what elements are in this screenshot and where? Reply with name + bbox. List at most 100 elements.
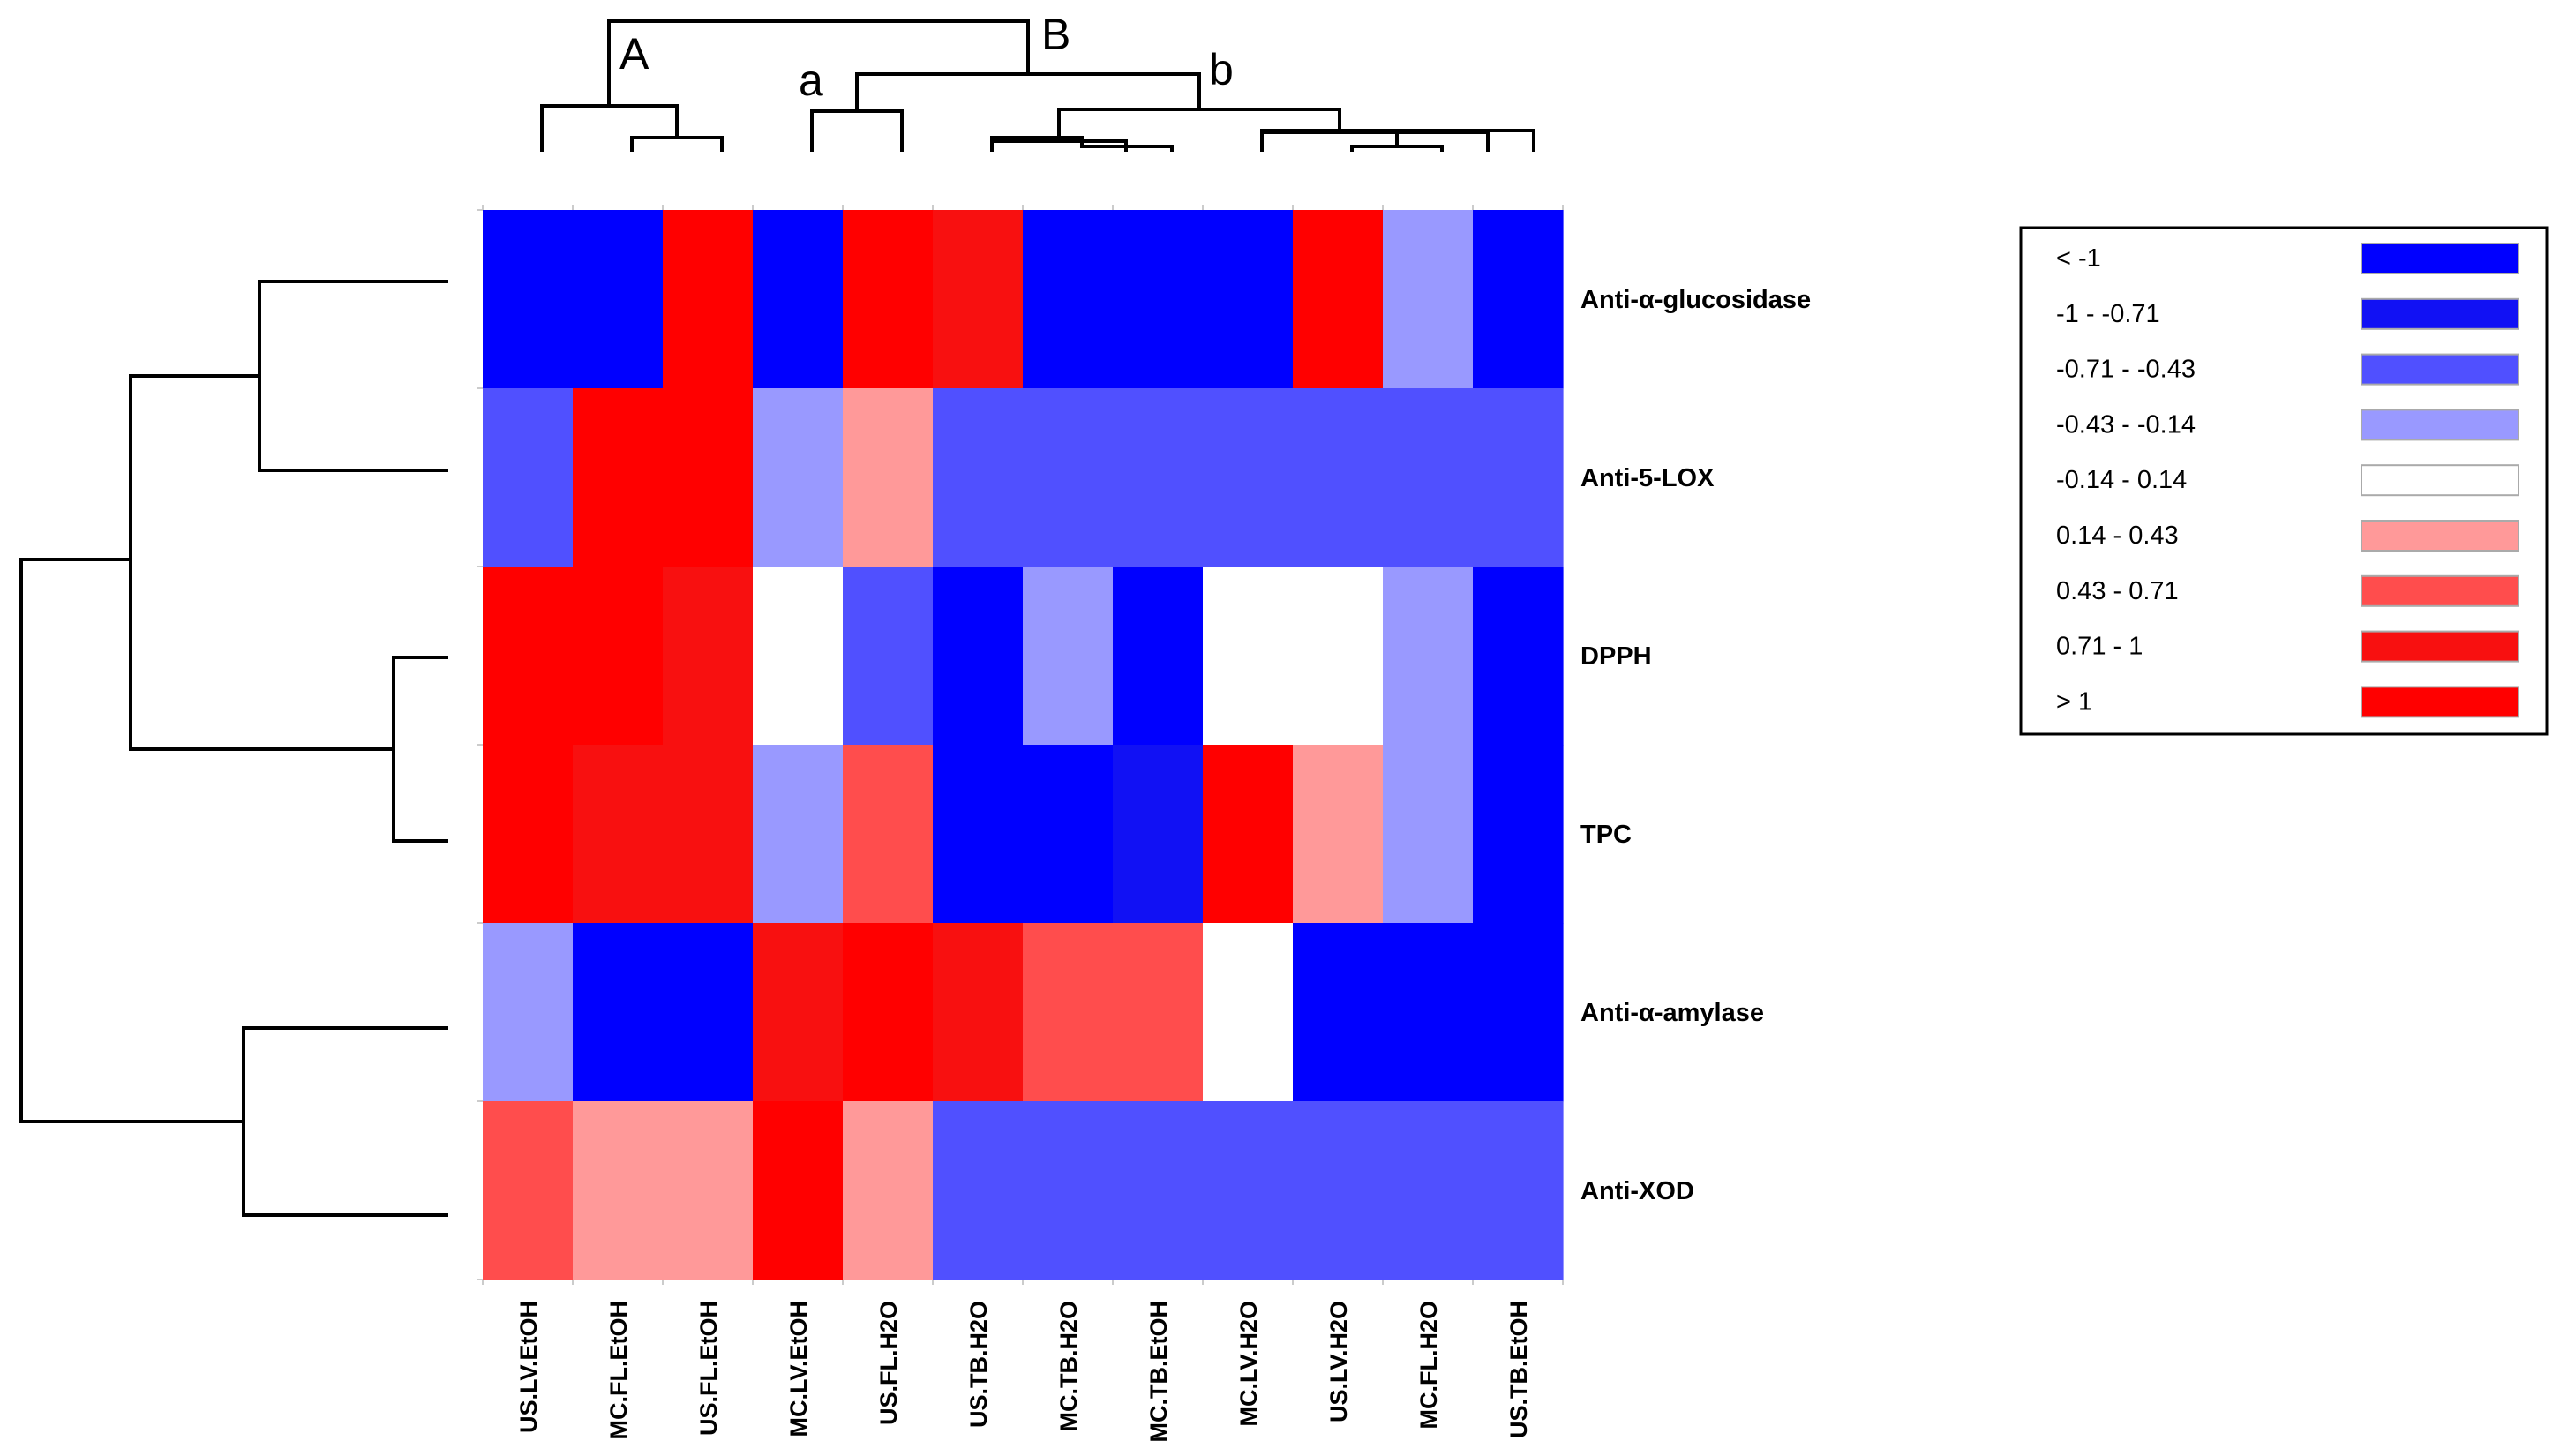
heatmap-cell bbox=[843, 210, 934, 389]
heatmap-cell bbox=[483, 923, 574, 1102]
legend-swatch bbox=[2361, 243, 2519, 274]
col-dendro-link-7 bbox=[1260, 131, 1399, 152]
heatmap-cell bbox=[573, 210, 664, 389]
heatmap-cell bbox=[1113, 745, 1204, 924]
heatmap-cell bbox=[933, 388, 1024, 567]
legend-swatch bbox=[2361, 297, 2519, 330]
column-label: MC.LV.H2O bbox=[1235, 1301, 1262, 1427]
heatmap-cell bbox=[1113, 1101, 1204, 1280]
col-dendro-link-2 bbox=[540, 104, 679, 152]
heatmap-cell bbox=[753, 745, 844, 924]
heatmap-cell bbox=[753, 210, 844, 389]
cluster-label-B: B bbox=[1041, 10, 1070, 59]
heatmap-ticks bbox=[477, 205, 1564, 1285]
heatmap-cell bbox=[1473, 210, 1564, 389]
heatmap-cell bbox=[1383, 388, 1474, 567]
row-label: Anti-α-amylase bbox=[1580, 999, 1764, 1027]
row-labels: Anti-α-glucosidase Anti-5-LOX DPPH TPC Anti-… bbox=[1580, 286, 1811, 1205]
heatmap-cell bbox=[573, 388, 664, 567]
heatmap-cell bbox=[753, 1101, 844, 1280]
legend-swatch bbox=[2361, 464, 2519, 497]
row-dendro-link-1 bbox=[258, 280, 448, 472]
column-label: MC.FL.H2O bbox=[1415, 1301, 1442, 1430]
column-dendrogram bbox=[540, 19, 1535, 152]
color-legend: < -1 -1 - -0.71 -0.71 - -0.43 -0.43 - -0.14… bbox=[2019, 226, 2549, 736]
column-label: MC.TB.H2O bbox=[1055, 1301, 1082, 1432]
row-label: Anti-XOD bbox=[1580, 1177, 1694, 1205]
heatmap-cell bbox=[843, 745, 934, 924]
heatmap-cell bbox=[663, 745, 754, 924]
heatmap-cell bbox=[663, 388, 754, 567]
col-dendro-link-9 bbox=[1260, 129, 1535, 152]
heatmap-cell bbox=[1293, 745, 1384, 924]
heatmap-cell bbox=[1113, 210, 1204, 389]
heatmap-cell bbox=[1203, 388, 1294, 567]
col-dendro-link-6 bbox=[1350, 145, 1444, 152]
heatmap-cell bbox=[933, 745, 1024, 924]
col-dendro-link-12 bbox=[855, 72, 1201, 111]
row-dendro-link-5 bbox=[19, 558, 244, 1123]
legend-label: > 1 bbox=[2056, 687, 2092, 716]
legend-label: 0.14 - 0.43 bbox=[2056, 522, 2179, 550]
heatmap-cell bbox=[1203, 745, 1294, 924]
heatmap-cell bbox=[1293, 567, 1384, 746]
legend-label: -1 - -0.71 bbox=[2056, 300, 2160, 328]
col-dendro-link-13 bbox=[607, 19, 1030, 106]
col-dendro-link-10 bbox=[1057, 108, 1341, 141]
row-label: DPPH bbox=[1580, 642, 1652, 671]
heatmap-cell bbox=[1293, 923, 1384, 1102]
heatmap-cell bbox=[753, 923, 844, 1102]
row-label: TPC bbox=[1580, 821, 1632, 849]
column-label: US.LV.H2O bbox=[1325, 1301, 1352, 1422]
heatmap-cell bbox=[1383, 923, 1474, 1102]
heatmap-cell bbox=[483, 210, 574, 389]
heatmap-cell bbox=[1473, 388, 1564, 567]
legend-swatch bbox=[2361, 353, 2519, 386]
heatmap-cell bbox=[1203, 1101, 1294, 1280]
col-dendro-link-3 bbox=[810, 109, 904, 152]
row-label: Anti-5-LOX bbox=[1580, 464, 1715, 492]
heatmap-cell bbox=[1023, 388, 1114, 567]
legend-swatch bbox=[2361, 686, 2519, 718]
heatmap-cell bbox=[1473, 745, 1564, 924]
heatmap-cell bbox=[483, 567, 574, 746]
heatmap-cell bbox=[843, 1101, 934, 1280]
heatmap-cell bbox=[663, 567, 754, 746]
heatmap-cell bbox=[843, 923, 934, 1102]
column-label: MC.TB.EtOH bbox=[1145, 1301, 1172, 1442]
heatmap-cell bbox=[1113, 388, 1204, 567]
heatmap-cell bbox=[1023, 567, 1114, 746]
heatmap-cell bbox=[573, 567, 664, 746]
column-label: US.TB.H2O bbox=[965, 1301, 992, 1428]
heatmap-cell bbox=[663, 923, 754, 1102]
legend-label: < -1 bbox=[2056, 244, 2101, 273]
heatmap-cell bbox=[1203, 567, 1294, 746]
legend-swatch bbox=[2361, 630, 2519, 663]
heatmap-cell bbox=[1293, 1101, 1384, 1280]
legend-label: -0.14 - 0.14 bbox=[2056, 466, 2187, 494]
heatmap-cell bbox=[663, 1101, 754, 1280]
heatmap-cell bbox=[483, 745, 574, 924]
heatmap-cell bbox=[1203, 923, 1294, 1102]
row-dendro-link-3 bbox=[242, 1026, 448, 1217]
heatmap-cell bbox=[1293, 388, 1384, 567]
cluster-label-A: A bbox=[619, 29, 649, 79]
heatmap-cell bbox=[483, 1101, 574, 1280]
heatmap-cell bbox=[663, 210, 754, 389]
column-label: US.FL.H2O bbox=[875, 1301, 902, 1425]
heatmap-cell bbox=[1023, 210, 1114, 389]
heatmap-cell bbox=[1293, 210, 1384, 389]
heatmap-cell bbox=[843, 388, 934, 567]
heatmap-cell bbox=[1383, 745, 1474, 924]
legend-label: -0.43 - -0.14 bbox=[2056, 410, 2196, 439]
heatmap-cell bbox=[573, 1101, 664, 1280]
heatmap-cell bbox=[1203, 210, 1294, 389]
column-label: US.FL.EtOH bbox=[695, 1301, 722, 1436]
heatmap-cell bbox=[753, 388, 844, 567]
cluster-label-b: b bbox=[1209, 45, 1234, 94]
heatmap-cell bbox=[1113, 923, 1204, 1102]
column-label: MC.LV.EtOH bbox=[785, 1301, 812, 1437]
legend-label: 0.71 - 1 bbox=[2056, 633, 2143, 661]
heatmap-cell bbox=[1383, 567, 1474, 746]
